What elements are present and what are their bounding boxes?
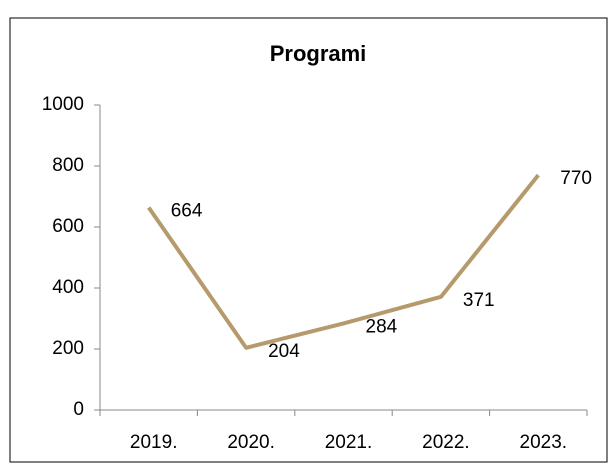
data-label: 284	[366, 316, 398, 337]
y-tick-label: 0	[73, 399, 84, 420]
y-tick-label: 600	[52, 216, 84, 237]
chart-title: Programi	[270, 41, 367, 66]
x-tick-label: 2021.	[325, 432, 373, 453]
chart-border	[9, 17, 608, 463]
y-tick-label: 800	[52, 155, 84, 176]
y-tick-label: 1000	[42, 94, 84, 115]
x-tick-label: 2023.	[520, 432, 568, 453]
y-tick-label: 400	[52, 277, 84, 298]
data-label: 204	[268, 341, 300, 362]
x-tick-label: 2019.	[130, 432, 178, 453]
data-label: 371	[463, 290, 495, 311]
x-tick-label: 2020.	[227, 432, 275, 453]
data-label: 770	[560, 168, 592, 189]
y-tick-label: 200	[52, 338, 84, 359]
x-tick-label: 2022.	[422, 432, 470, 453]
line	[147, 173, 540, 350]
data-label: 664	[171, 200, 203, 221]
